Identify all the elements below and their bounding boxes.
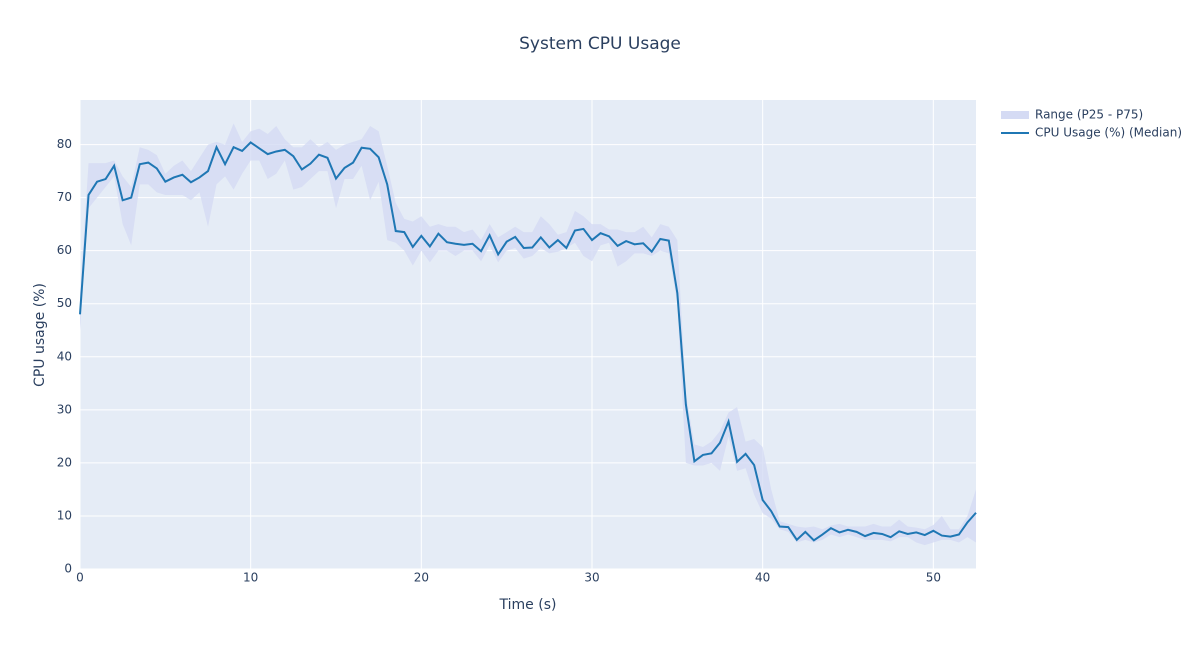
legend-label: Range (P25 - P75): [1035, 108, 1143, 122]
chart-title: System CPU Usage: [519, 34, 681, 54]
y-tick-label: 70: [57, 190, 72, 204]
x-tick-label: 40: [755, 571, 770, 585]
x-tick-label: 30: [584, 571, 599, 585]
y-tick-label: 30: [57, 402, 72, 416]
y-tick-label: 20: [57, 455, 72, 469]
x-tick-label: 10: [243, 571, 258, 585]
y-tick-label: 50: [57, 296, 72, 310]
legend-label: CPU Usage (%) (Median): [1035, 126, 1182, 140]
y-tick-label: 10: [57, 508, 72, 522]
x-axis-label: Time (s): [499, 597, 557, 613]
median-line: [79, 141, 977, 542]
y-tick-label: 60: [57, 243, 72, 257]
y-tick-label: 80: [57, 137, 72, 151]
y-axis-label: CPU usage (%): [32, 283, 48, 387]
x-tick-label: 20: [414, 571, 429, 585]
y-tick-label: 0: [64, 562, 72, 576]
x-tick-label: 50: [926, 571, 941, 585]
y-tick-label: 40: [57, 349, 72, 363]
x-tick-label: 0: [76, 571, 84, 585]
